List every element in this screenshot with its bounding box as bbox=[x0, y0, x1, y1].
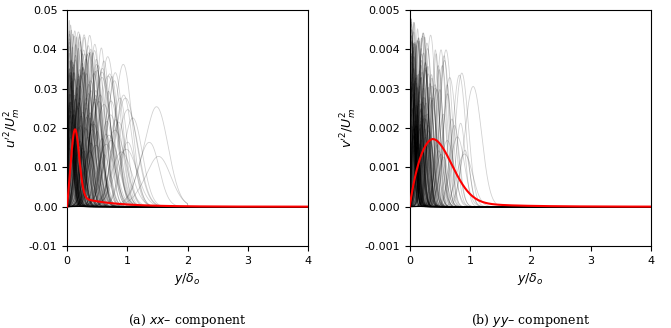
Y-axis label: $u'^2/U_m^2$: $u'^2/U_m^2$ bbox=[3, 108, 23, 148]
Text: (b) $yy$– component: (b) $yy$– component bbox=[471, 312, 590, 328]
X-axis label: $y/\delta_o$: $y/\delta_o$ bbox=[174, 271, 201, 287]
Y-axis label: $v'^2/U_m^2$: $v'^2/U_m^2$ bbox=[339, 108, 359, 148]
X-axis label: $y/\delta_o$: $y/\delta_o$ bbox=[517, 271, 544, 287]
Text: (a) $xx$– component: (a) $xx$– component bbox=[128, 312, 247, 328]
